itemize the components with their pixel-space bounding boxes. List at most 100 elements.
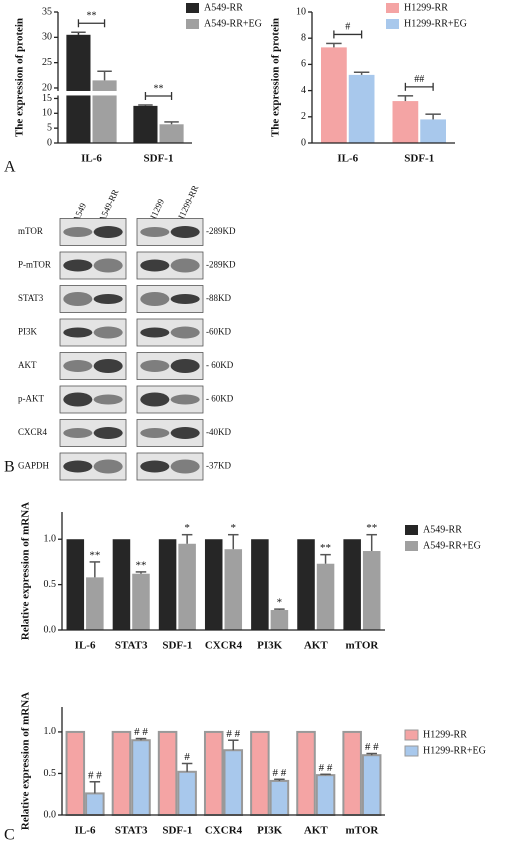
significance-mark: # # bbox=[319, 762, 333, 774]
x-tick-label: IL-6 bbox=[81, 153, 102, 165]
blot-band bbox=[93, 427, 123, 439]
blot-band bbox=[63, 259, 93, 272]
blot-band bbox=[93, 226, 123, 238]
blot-band bbox=[63, 460, 93, 473]
y-tick-label: 15 bbox=[42, 93, 52, 104]
significance-mark: ## bbox=[414, 74, 424, 85]
blot-row-label: PI3K bbox=[18, 327, 38, 337]
legend-swatch bbox=[186, 3, 199, 13]
y-tick-label: 10 bbox=[296, 6, 306, 17]
y-tick-label: 25 bbox=[42, 57, 52, 68]
significance-mark: * bbox=[277, 597, 283, 609]
x-tick-label: SDF-1 bbox=[162, 825, 192, 837]
legend-label: A549-RR+EG bbox=[204, 18, 262, 29]
bar bbox=[361, 754, 382, 817]
x-tick-label: IL-6 bbox=[75, 640, 96, 652]
blot-band bbox=[140, 428, 170, 438]
bar bbox=[131, 739, 151, 817]
significance-mark: * bbox=[231, 522, 237, 534]
blot-band bbox=[140, 292, 170, 306]
y-tick-label: 30 bbox=[42, 32, 52, 43]
significance-mark: # # bbox=[226, 728, 240, 740]
bar bbox=[250, 730, 270, 817]
blot-band bbox=[140, 227, 170, 237]
blot-band bbox=[63, 428, 93, 438]
y-axis-title: The expression of protein bbox=[14, 18, 26, 137]
bar bbox=[177, 770, 197, 816]
blot-row-label: p-AKT bbox=[18, 394, 44, 404]
bar bbox=[315, 774, 336, 816]
y-tick-label: 0.0 bbox=[44, 624, 57, 635]
bar bbox=[392, 101, 419, 143]
x-tick-label: PI3K bbox=[257, 640, 283, 652]
bar bbox=[132, 573, 150, 630]
blot-size-label: - 60KD bbox=[206, 360, 234, 370]
blot-row-label: mTOR bbox=[18, 226, 43, 236]
x-tick-label: IL-6 bbox=[75, 825, 96, 837]
bar bbox=[111, 730, 132, 817]
panel-label: C bbox=[4, 827, 15, 844]
bar bbox=[66, 539, 85, 630]
blot-band bbox=[140, 327, 170, 338]
legend-label: H1299-RR bbox=[404, 2, 448, 13]
bar bbox=[348, 74, 375, 143]
blot-band bbox=[140, 259, 170, 272]
blot-band bbox=[93, 394, 123, 405]
blot-size-label: -289KD bbox=[206, 226, 236, 236]
blot-band bbox=[63, 292, 93, 306]
legend-swatch bbox=[405, 525, 418, 535]
bar bbox=[420, 119, 446, 143]
significance-mark: # bbox=[184, 751, 190, 763]
bar bbox=[342, 730, 362, 817]
legend-label: A549-RR bbox=[423, 524, 462, 535]
y-tick-label: 4 bbox=[301, 85, 306, 96]
bar bbox=[92, 80, 117, 143]
x-tick-label: SDF-1 bbox=[144, 153, 174, 165]
legend-swatch bbox=[405, 541, 418, 551]
bar bbox=[157, 730, 178, 817]
y-axis-title: Relative expression of mRNA bbox=[20, 692, 32, 830]
y-tick-label: 0 bbox=[301, 137, 306, 148]
legend-label: H1299-RR+EG bbox=[404, 18, 467, 29]
bar bbox=[203, 730, 224, 817]
significance-mark: ** bbox=[135, 559, 146, 571]
significance-mark: * bbox=[184, 522, 190, 534]
legend-swatch bbox=[186, 19, 199, 29]
bar bbox=[251, 539, 269, 630]
blot-band bbox=[140, 360, 170, 372]
blot-band bbox=[63, 360, 93, 372]
blot-size-label: -88KD bbox=[206, 293, 231, 303]
legend-label: H1299-RR bbox=[423, 729, 467, 740]
x-tick-label: STAT3 bbox=[115, 640, 148, 652]
blot-band bbox=[140, 392, 170, 407]
blot-column-label: H1299-RR bbox=[175, 184, 201, 224]
x-tick-label: mTOR bbox=[346, 640, 380, 652]
legend-swatch bbox=[404, 745, 419, 757]
blot-size-label: - 60KD bbox=[206, 394, 234, 404]
significance-mark: # # bbox=[134, 726, 148, 738]
blot-band bbox=[170, 226, 200, 238]
x-tick-label: SDF-1 bbox=[162, 640, 192, 652]
bar bbox=[85, 792, 105, 817]
significance-mark: # # bbox=[273, 767, 287, 779]
y-tick-label: 1.0 bbox=[44, 726, 57, 737]
axis-break bbox=[52, 90, 194, 96]
significance-mark: # # bbox=[88, 769, 102, 781]
significance-mark: # # bbox=[365, 741, 379, 753]
bar bbox=[178, 543, 196, 630]
y-tick-label: 20 bbox=[42, 82, 52, 93]
blot-row-label: STAT3 bbox=[18, 293, 44, 303]
significance-mark: # bbox=[345, 22, 350, 33]
bar bbox=[224, 549, 243, 630]
blot-size-label: -40KD bbox=[206, 427, 231, 437]
y-tick-label: 0.5 bbox=[44, 768, 57, 779]
blot-band bbox=[140, 460, 170, 473]
blot-size-label: -37KD bbox=[206, 461, 231, 471]
blot-band bbox=[63, 327, 93, 338]
legend-label: A549-RR+EG bbox=[423, 540, 481, 551]
significance-mark: ** bbox=[320, 542, 331, 554]
blot-band bbox=[170, 326, 200, 339]
legend-swatch bbox=[386, 3, 399, 13]
x-tick-label: IL-6 bbox=[337, 153, 358, 165]
x-tick-label: mTOR bbox=[346, 825, 380, 837]
